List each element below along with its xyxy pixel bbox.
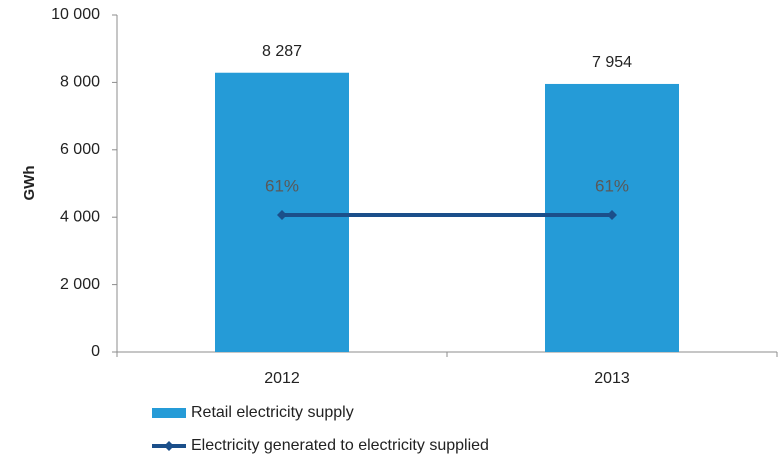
x-tick-label: 2013 — [594, 370, 630, 387]
y-tick-label: 6 000 — [60, 141, 100, 158]
legend-label: Electricity generated to electricity sup… — [191, 437, 489, 454]
y-axis-label: GWh — [21, 166, 38, 201]
x-tick-label: 2012 — [264, 370, 300, 387]
y-tick-label: 10 000 — [51, 6, 100, 23]
legend-marker — [164, 441, 174, 451]
y-tick-label: 4 000 — [60, 208, 100, 225]
line-marker — [277, 209, 287, 220]
line-marker — [607, 209, 617, 220]
y-tick-label: 0 — [91, 343, 100, 360]
legend-swatch — [152, 408, 186, 418]
y-tick-label: 2 000 — [60, 276, 100, 293]
line-value-label: 61% — [595, 176, 629, 195]
bar-value-label: 8 287 — [262, 43, 302, 60]
line-value-label: 61% — [265, 176, 299, 195]
y-tick-label: 8 000 — [60, 74, 100, 91]
legend-label: Retail electricity supply — [191, 404, 354, 421]
bar-value-label: 7 954 — [592, 54, 632, 71]
